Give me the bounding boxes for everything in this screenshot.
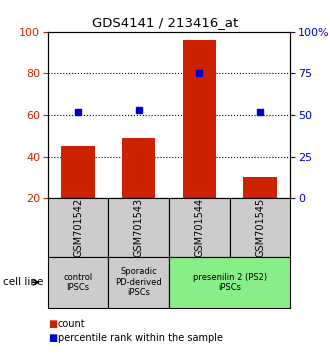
Text: GSM701543: GSM701543 [134, 198, 144, 257]
Bar [48, 257, 109, 308]
Text: GDS4141 / 213416_at: GDS4141 / 213416_at [92, 16, 238, 29]
Text: cell line: cell line [3, 277, 44, 287]
Text: GSM701545: GSM701545 [255, 198, 265, 257]
Text: count: count [58, 319, 85, 329]
Text: presenilin 2 (PS2)
iPSCs: presenilin 2 (PS2) iPSCs [193, 273, 267, 292]
Bar [48, 198, 109, 257]
Bar [122, 138, 155, 240]
Point [136, 107, 142, 113]
Text: GSM701542: GSM701542 [73, 198, 83, 257]
Text: percentile rank within the sample: percentile rank within the sample [58, 333, 223, 343]
Text: GSM701544: GSM701544 [194, 198, 205, 257]
Point [257, 109, 263, 115]
Text: control
IPSCs: control IPSCs [64, 273, 93, 292]
Bar [61, 146, 95, 240]
Bar [109, 257, 169, 308]
Point [76, 109, 81, 115]
Bar [169, 198, 230, 257]
Text: ■: ■ [48, 319, 57, 329]
Point [197, 71, 202, 76]
Bar [109, 198, 169, 257]
Text: Sporadic
PD-derived
iPSCs: Sporadic PD-derived iPSCs [115, 267, 162, 297]
Bar [230, 198, 290, 257]
Bar [183, 40, 216, 240]
Text: ■: ■ [48, 333, 57, 343]
Bar [169, 257, 290, 308]
Bar [244, 177, 277, 240]
